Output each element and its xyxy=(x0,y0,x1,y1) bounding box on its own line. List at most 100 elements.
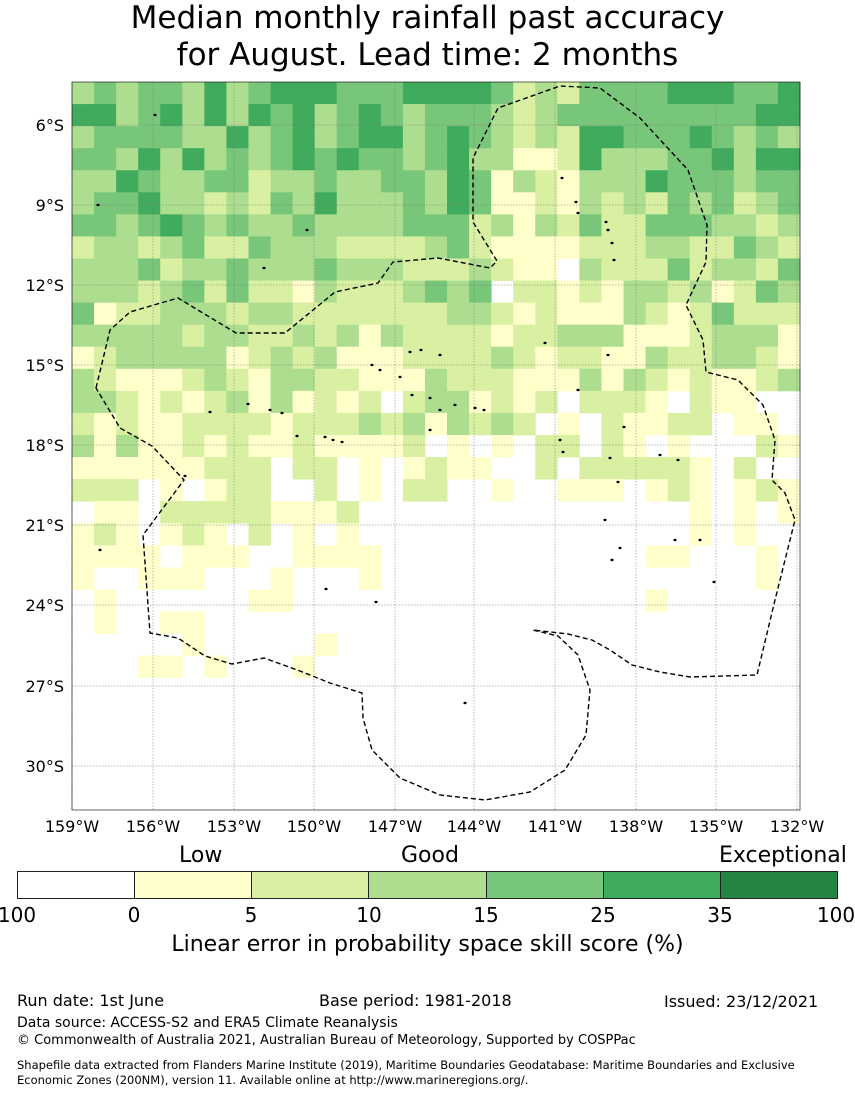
skill-cell xyxy=(204,104,227,127)
island xyxy=(378,368,382,372)
skill-cell xyxy=(248,390,271,414)
island xyxy=(463,701,467,705)
skill-cell xyxy=(248,214,271,237)
skill-cell xyxy=(623,457,646,480)
skill-cell xyxy=(777,479,801,502)
skill-cell xyxy=(469,236,492,259)
island xyxy=(560,176,564,180)
skill-cell xyxy=(94,280,117,304)
longitude-labels: 159°W 156°W 153°W 150°W 147°W 144°W 141°W 138°W… xyxy=(45,817,825,836)
skill-cell xyxy=(314,501,338,524)
skill-cell xyxy=(491,434,514,458)
skill-cell xyxy=(689,302,713,326)
skill-cell xyxy=(72,258,95,281)
skill-cell xyxy=(248,412,271,436)
skill-cell xyxy=(579,236,602,259)
skill-cell xyxy=(204,545,227,568)
skill-cell xyxy=(292,82,316,105)
island xyxy=(610,241,614,245)
skill-cell xyxy=(314,434,338,458)
skill-cell xyxy=(667,126,691,149)
skill-cell xyxy=(292,324,316,348)
islands xyxy=(96,113,716,705)
skill-cell xyxy=(380,192,404,215)
skill-cell xyxy=(491,104,514,127)
skill-cell xyxy=(689,390,713,414)
skill-cell xyxy=(182,611,205,634)
skill-cell xyxy=(535,258,558,281)
skill-cell xyxy=(182,434,205,458)
category-exceptional: Exceptional xyxy=(719,843,847,868)
skill-cell xyxy=(248,501,271,524)
skill-cell xyxy=(557,346,580,370)
skill-cell xyxy=(270,324,294,348)
skill-cell xyxy=(72,434,95,458)
skill-cell xyxy=(667,346,691,370)
skill-cell xyxy=(424,258,448,281)
skill-cell xyxy=(491,324,514,348)
skill-cell xyxy=(204,368,227,392)
skill-cell xyxy=(469,302,492,326)
skill-cell xyxy=(336,302,360,326)
skill-cell xyxy=(314,368,338,392)
skill-cell xyxy=(469,368,492,392)
skill-cell xyxy=(623,434,646,458)
island xyxy=(398,375,402,379)
skill-cell xyxy=(755,214,779,237)
skill-cell xyxy=(314,633,338,656)
skill-cell xyxy=(94,457,117,480)
island xyxy=(712,580,716,584)
skill-cell xyxy=(623,236,646,259)
skill-cell xyxy=(447,457,470,480)
island xyxy=(262,266,266,270)
skill-cell xyxy=(424,126,448,149)
skill-cell xyxy=(138,457,161,480)
skill-cell xyxy=(94,214,117,237)
island xyxy=(268,408,272,412)
longitude-label: 156°W xyxy=(126,817,181,836)
skill-cell xyxy=(424,412,448,436)
island xyxy=(618,546,622,550)
skill-cell xyxy=(601,302,624,326)
skill-cell xyxy=(270,104,294,127)
colorbar-swatch xyxy=(252,872,370,898)
skill-cell xyxy=(380,302,404,326)
skill-cell xyxy=(777,324,801,348)
skill-cell xyxy=(270,412,294,436)
skill-cell xyxy=(535,457,558,480)
skill-cell xyxy=(138,280,161,304)
skill-cell xyxy=(138,104,161,127)
skill-cell xyxy=(358,236,382,259)
skill-cell xyxy=(182,633,205,656)
skill-cell xyxy=(689,236,713,259)
skill-cell xyxy=(380,236,404,259)
skill-cell xyxy=(755,567,779,590)
island xyxy=(576,211,580,215)
skill-cell xyxy=(138,236,161,259)
skill-cell xyxy=(513,148,536,171)
island xyxy=(622,425,626,429)
skill-cell xyxy=(292,412,316,436)
skill-cell xyxy=(601,346,624,370)
skill-cell xyxy=(777,302,801,326)
skill-cell xyxy=(314,192,338,215)
skill-cell xyxy=(160,611,183,634)
skill-cell xyxy=(469,104,492,127)
skill-cell xyxy=(711,346,735,370)
skill-cell xyxy=(513,324,536,348)
skill-cell xyxy=(513,170,536,193)
skill-cell xyxy=(336,192,360,215)
skill-cell xyxy=(645,302,669,326)
skill-cell xyxy=(733,501,757,524)
skill-cell xyxy=(116,126,139,149)
skill-cell xyxy=(336,501,360,524)
skill-cell xyxy=(447,192,470,215)
colorbar-swatch xyxy=(486,872,604,898)
latitude-label: 9°S xyxy=(36,196,64,215)
latitude-labels: 6°S 9°S 12°S 15°S 18°S 21°S 24°S 27°S 30°S xyxy=(25,116,64,776)
skill-cell xyxy=(645,280,669,304)
skill-cell xyxy=(270,148,294,171)
skill-cell xyxy=(579,346,602,370)
skill-cell xyxy=(733,457,757,480)
skill-cell xyxy=(667,457,691,480)
